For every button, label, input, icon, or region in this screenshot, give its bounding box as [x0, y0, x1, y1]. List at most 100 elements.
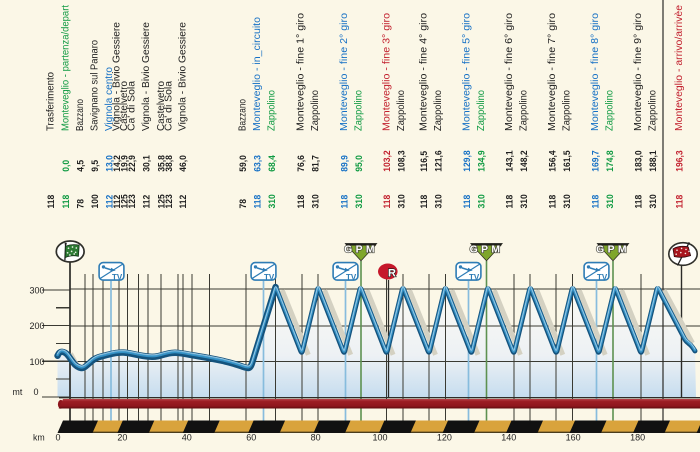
svg-text:GPM: GPM	[470, 245, 504, 256]
svg-text:143,1: 143,1	[504, 150, 514, 171]
svg-text:310: 310	[310, 194, 320, 208]
svg-text:123: 123	[164, 194, 174, 208]
svg-text:TV: TV	[112, 273, 123, 282]
svg-text:59,0: 59,0	[238, 155, 248, 172]
svg-text:120: 120	[437, 433, 452, 443]
svg-text:118: 118	[633, 195, 643, 209]
svg-text:100: 100	[90, 194, 100, 208]
svg-text:68,4: 68,4	[267, 155, 277, 172]
svg-text:310: 310	[648, 194, 658, 208]
svg-text:78: 78	[75, 199, 85, 209]
svg-text:89,9: 89,9	[339, 155, 349, 172]
svg-text:148,2: 148,2	[519, 150, 529, 171]
svg-text:80: 80	[311, 433, 321, 443]
svg-text:38,8: 38,8	[164, 155, 174, 172]
svg-text:TV: TV	[469, 273, 480, 282]
svg-text:Monteveglio - fine 1° giro: Monteveglio - fine 1° giro	[296, 13, 307, 131]
svg-text:108,3: 108,3	[396, 150, 406, 171]
svg-text:100: 100	[372, 433, 387, 443]
svg-text:196,3: 196,3	[674, 150, 684, 171]
svg-text:20: 20	[117, 433, 127, 443]
svg-text:300: 300	[29, 285, 44, 295]
svg-text:Monteveglio - in_circuito: Monteveglio - in_circuito	[252, 17, 263, 131]
svg-text:R: R	[388, 268, 396, 280]
svg-text:78: 78	[238, 199, 248, 209]
svg-text:188,1: 188,1	[648, 150, 658, 171]
svg-text:174,8: 174,8	[605, 150, 615, 171]
svg-text:Bazzano: Bazzano	[238, 99, 249, 131]
svg-text:Monteveglio - fine 3° giro: Monteveglio - fine 3° giro	[382, 13, 393, 131]
svg-text:Ca' di Sola: Ca' di Sola	[127, 81, 138, 131]
svg-text:Monteveglio - fine 2° giro: Monteveglio - fine 2° giro	[339, 13, 350, 131]
svg-text:Zappolino: Zappolino	[519, 90, 530, 131]
svg-text:TV: TV	[346, 273, 357, 282]
svg-text:km: km	[33, 433, 45, 443]
svg-text:Bazzano: Bazzano	[75, 99, 86, 131]
svg-text:Monteveglio - partenza/depart: Monteveglio - partenza/depart	[61, 5, 72, 131]
svg-text:Zappolino: Zappolino	[476, 90, 487, 131]
svg-text:0: 0	[33, 387, 38, 397]
svg-text:310: 310	[519, 194, 529, 208]
svg-text:310: 310	[562, 194, 572, 208]
svg-text:22,9: 22,9	[127, 155, 137, 172]
svg-text:Monteveglio - fine 9° giro: Monteveglio - fine 9° giro	[633, 13, 644, 131]
svg-text:GPM: GPM	[596, 245, 630, 256]
svg-text:9,5: 9,5	[90, 160, 100, 172]
svg-text:118: 118	[339, 195, 349, 209]
svg-text:Monteveglio - fine 7° giro: Monteveglio - fine 7° giro	[547, 13, 558, 131]
svg-text:180: 180	[630, 433, 645, 443]
svg-text:Zappolino: Zappolino	[396, 90, 407, 131]
svg-text:60: 60	[246, 433, 256, 443]
svg-text:118: 118	[674, 195, 684, 209]
svg-text:156,4: 156,4	[547, 150, 557, 171]
svg-text:310: 310	[267, 194, 277, 208]
svg-text:Zappolino: Zappolino	[310, 90, 321, 131]
svg-text:118: 118	[61, 195, 71, 209]
svg-text:TV: TV	[597, 273, 608, 282]
svg-text:Zappolino: Zappolino	[354, 90, 365, 131]
svg-text:134,9: 134,9	[476, 150, 486, 171]
svg-text:Zappolino: Zappolino	[267, 90, 278, 131]
svg-text:Zappolino: Zappolino	[433, 90, 444, 131]
svg-text:40: 40	[182, 433, 192, 443]
svg-text:TV: TV	[264, 273, 275, 282]
svg-text:169,7: 169,7	[590, 150, 600, 171]
svg-text:183,0: 183,0	[633, 150, 643, 171]
svg-text:310: 310	[476, 194, 486, 208]
svg-text:160: 160	[566, 433, 581, 443]
svg-text:Monteveglio - fine 4° giro: Monteveglio - fine 4° giro	[419, 13, 430, 131]
svg-text:200: 200	[29, 321, 44, 331]
svg-text:118: 118	[46, 195, 56, 209]
svg-text:103,2: 103,2	[382, 150, 392, 171]
svg-text:121,6: 121,6	[433, 150, 443, 171]
svg-text:118: 118	[382, 195, 392, 209]
svg-text:81,7: 81,7	[310, 155, 320, 172]
svg-text:118: 118	[547, 195, 557, 209]
svg-text:310: 310	[396, 194, 406, 208]
svg-text:118: 118	[296, 195, 306, 209]
svg-text:123: 123	[127, 194, 137, 208]
svg-text:Zappolino: Zappolino	[648, 90, 659, 131]
svg-text:310: 310	[433, 194, 443, 208]
svg-text:63,3: 63,3	[252, 155, 262, 172]
svg-text:Zappolino: Zappolino	[605, 90, 616, 131]
svg-text:116,5: 116,5	[419, 151, 429, 172]
svg-text:112: 112	[141, 195, 151, 209]
svg-text:4,5: 4,5	[75, 160, 85, 172]
svg-text:129,8: 129,8	[462, 150, 472, 171]
svg-text:118: 118	[252, 195, 262, 209]
svg-text:161,5: 161,5	[562, 150, 572, 171]
svg-text:Vignola - Bivio Gessiere: Vignola - Bivio Gessiere	[178, 22, 189, 131]
svg-text:Savignano sul Panaro: Savignano sul Panaro	[90, 40, 101, 131]
svg-text:310: 310	[605, 194, 615, 208]
svg-text:30,1: 30,1	[141, 155, 151, 172]
svg-text:112: 112	[178, 195, 188, 209]
svg-text:95,0: 95,0	[354, 155, 364, 172]
svg-text:Monteveglio - fine 5° giro: Monteveglio - fine 5° giro	[462, 13, 473, 131]
svg-text:mt: mt	[13, 387, 23, 397]
svg-text:118: 118	[504, 195, 514, 209]
svg-text:0: 0	[55, 433, 60, 443]
svg-text:Vignola - Bivio Gessiere: Vignola - Bivio Gessiere	[141, 22, 152, 131]
svg-text:100: 100	[29, 357, 44, 367]
svg-text:118: 118	[590, 195, 600, 209]
